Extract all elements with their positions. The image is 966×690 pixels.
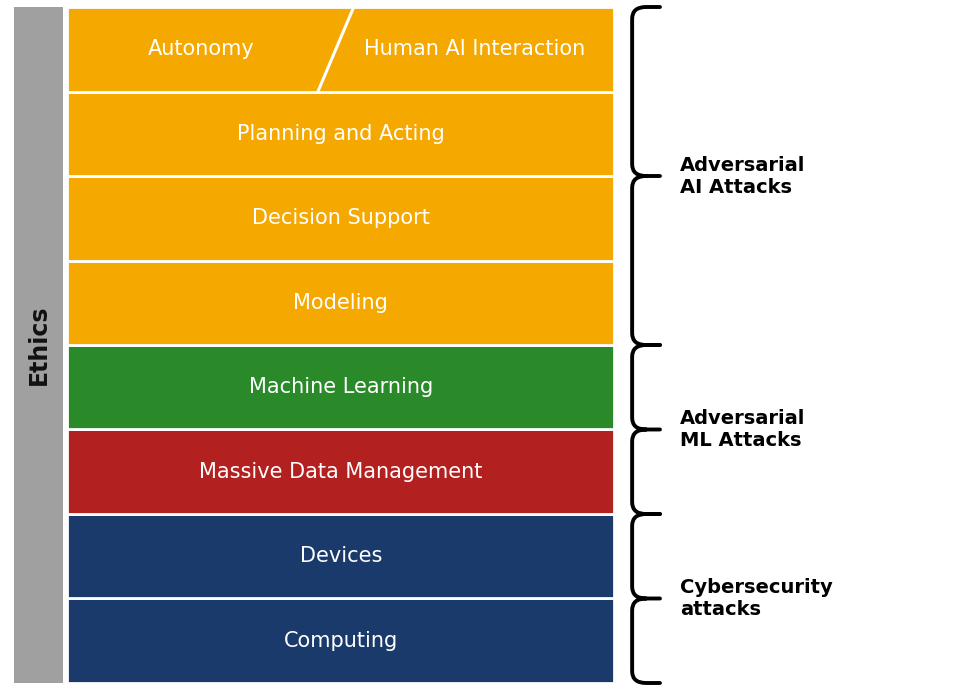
Bar — [68, 514, 614, 598]
Bar — [68, 429, 614, 514]
Text: Machine Learning: Machine Learning — [248, 377, 433, 397]
Text: Modeling: Modeling — [294, 293, 388, 313]
Text: Ethics: Ethics — [27, 305, 50, 385]
Text: Adversarial
AI Attacks: Adversarial AI Attacks — [680, 155, 806, 197]
Text: Massive Data Management: Massive Data Management — [199, 462, 482, 482]
Bar — [14, 7, 64, 683]
Text: Cybersecurity
attacks: Cybersecurity attacks — [680, 578, 833, 619]
Bar — [68, 92, 614, 176]
Text: Devices: Devices — [299, 546, 382, 566]
Text: Adversarial
ML Attacks: Adversarial ML Attacks — [680, 409, 806, 450]
Bar — [68, 598, 614, 683]
Text: Decision Support: Decision Support — [252, 208, 430, 228]
Text: Planning and Acting: Planning and Acting — [237, 124, 444, 144]
Bar — [68, 345, 614, 429]
Text: Autonomy: Autonomy — [148, 39, 255, 59]
Bar — [68, 261, 614, 345]
Text: Human AI Interaction: Human AI Interaction — [364, 39, 585, 59]
Bar — [68, 176, 614, 261]
Bar — [68, 7, 614, 92]
Text: Computing: Computing — [284, 631, 398, 651]
